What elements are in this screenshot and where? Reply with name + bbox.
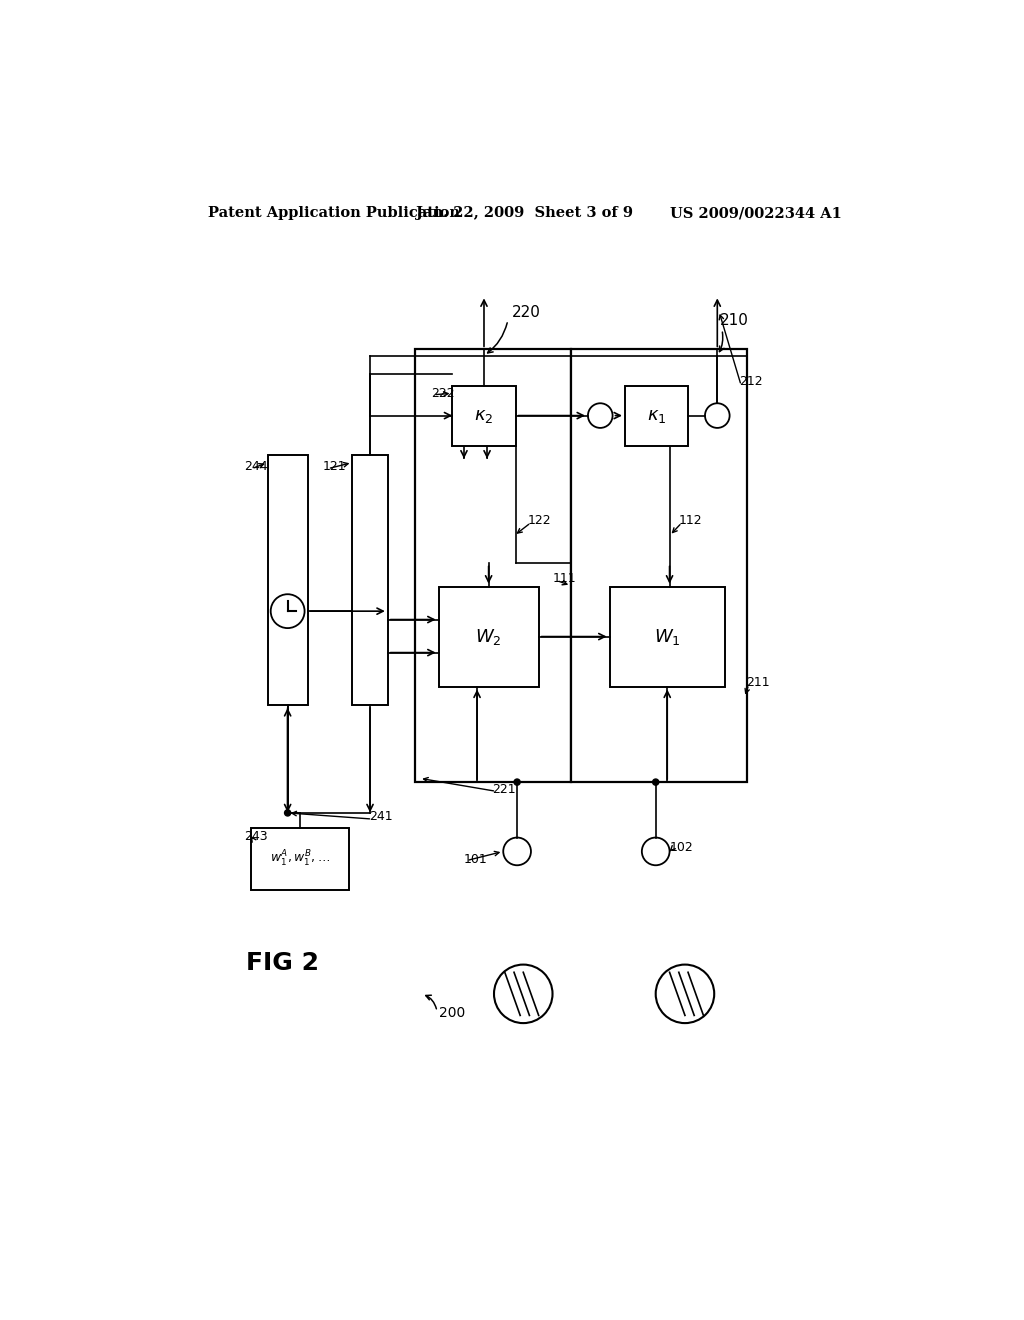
Text: 200: 200 [438, 1006, 465, 1020]
Text: 211: 211 [746, 676, 770, 689]
Text: $W_1$: $W_1$ [654, 627, 681, 647]
Text: 221: 221 [493, 783, 516, 796]
Bar [609, 586, 725, 686]
Text: 112: 112 [679, 513, 702, 527]
Text: Jan. 22, 2009  Sheet 3 of 9: Jan. 22, 2009 Sheet 3 of 9 [417, 206, 633, 220]
Text: 122: 122 [528, 513, 552, 527]
Circle shape [270, 594, 304, 628]
Text: $W_2$: $W_2$ [475, 627, 502, 647]
Text: 220: 220 [512, 305, 541, 319]
Bar [352, 455, 388, 705]
Circle shape [642, 837, 670, 866]
Circle shape [503, 837, 531, 866]
Circle shape [285, 809, 291, 816]
Text: 101: 101 [463, 853, 487, 866]
Circle shape [655, 965, 714, 1023]
Circle shape [652, 779, 658, 785]
Text: 244: 244 [245, 459, 268, 473]
Text: $w_1^A, w_1^B, \ldots$: $w_1^A, w_1^B, \ldots$ [270, 849, 330, 869]
Text: 243: 243 [245, 829, 268, 842]
Bar [251, 829, 349, 890]
Circle shape [705, 404, 730, 428]
Text: Patent Application Publication: Patent Application Publication [208, 206, 460, 220]
Text: $\kappa_2$: $\kappa_2$ [474, 407, 494, 425]
Circle shape [494, 965, 553, 1023]
Text: 102: 102 [670, 841, 693, 854]
Bar [416, 350, 571, 781]
Text: 121: 121 [323, 459, 347, 473]
Text: US 2009/0022344 A1: US 2009/0022344 A1 [670, 206, 842, 220]
Text: 212: 212 [739, 375, 763, 388]
Bar [625, 385, 688, 446]
Text: $\kappa_1$: $\kappa_1$ [647, 407, 667, 425]
Bar [267, 455, 307, 705]
Bar [453, 385, 515, 446]
Bar [571, 350, 746, 781]
Text: 241: 241 [370, 810, 393, 824]
Circle shape [588, 404, 612, 428]
Text: 222: 222 [431, 387, 455, 400]
Text: 111: 111 [553, 572, 577, 585]
Circle shape [514, 779, 520, 785]
Bar [438, 586, 539, 686]
Text: 210: 210 [720, 313, 749, 327]
Text: FIG 2: FIG 2 [246, 950, 319, 975]
